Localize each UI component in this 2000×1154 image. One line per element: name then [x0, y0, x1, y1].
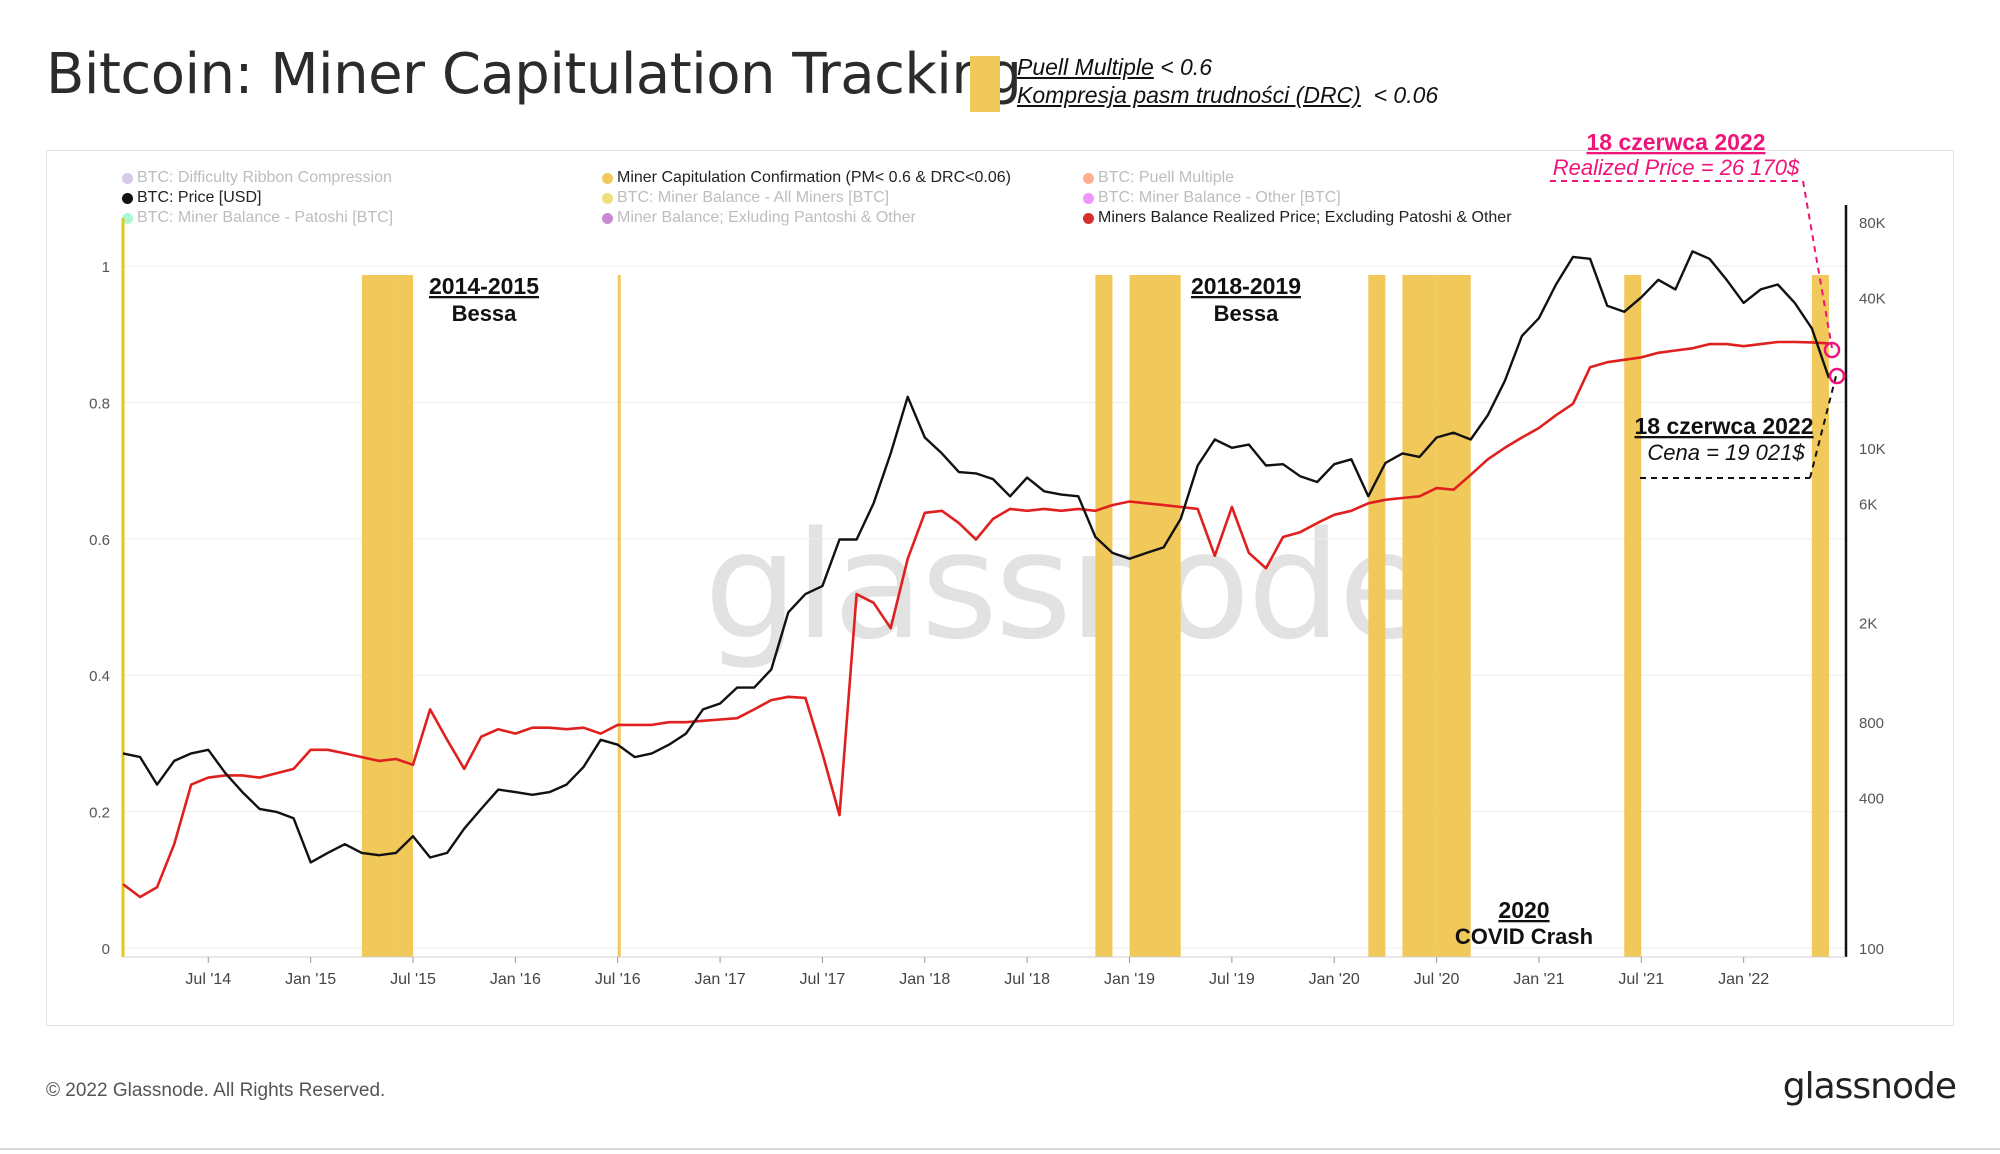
capitulation-band [1436, 275, 1471, 957]
annotation-bear1-year: 2014-2015 [429, 273, 539, 299]
legend-dot-icon [602, 212, 613, 224]
legend-item[interactable]: Miner Balance; Exluding Pantoshi & Other [602, 209, 916, 227]
condition-drc-threshold: < 0.06 [1373, 82, 1439, 108]
legend-item[interactable]: BTC: Miner Balance - Other [BTC] [1083, 189, 1341, 207]
legend-item[interactable]: BTC: Miner Balance - All Miners [BTC] [602, 189, 889, 207]
condition-drc: Kompresja pasm trudności (DRC) < 0.06 [1017, 82, 1438, 109]
capitulation-band [1129, 275, 1181, 957]
legend-label: BTC: Miner Balance - Other [BTC] [1098, 189, 1341, 206]
legend-item[interactable]: BTC: Difficulty Ribbon Compression [122, 169, 392, 187]
y-left-tick-label: 0.8 [89, 395, 110, 412]
capitulation-color-swatch [970, 56, 1000, 112]
x-tick-label: Jan '15 [285, 971, 336, 988]
legend-label: BTC: Miner Balance - All Miners [BTC] [617, 189, 890, 206]
y-right-tick-label: 100 [1859, 941, 1884, 958]
x-tick-label: Jan '17 [695, 971, 746, 988]
capitulation-band [1402, 275, 1420, 957]
capitulation-band [1095, 275, 1113, 957]
y-right-tick-label: 40K [1859, 290, 1886, 307]
x-tick-label: Jan '16 [490, 971, 541, 988]
legend-dot-icon [1083, 172, 1094, 184]
capitulation-band [361, 275, 396, 957]
legend-item[interactable]: Miner Capitulation Confirmation (PM< 0.6… [602, 169, 1011, 187]
x-tick-label: Jul '21 [1618, 971, 1664, 988]
annotation-bear2-year: 2018-2019 [1191, 273, 1301, 299]
annotation-realized-date: 18 czerwca 2022 [1586, 129, 1765, 155]
series-price-line [122, 250, 1831, 864]
legend-dot-icon [1083, 192, 1094, 204]
legend-label: BTC: Puell Multiple [1098, 169, 1235, 186]
footer-copyright: © 2022 Glassnode. All Rights Reserved. [46, 1080, 386, 1101]
x-tick-label: Jul '16 [595, 971, 641, 988]
chart-frame [46, 150, 1954, 1026]
annotation-realized-point [1823, 341, 1841, 359]
legend-dot-icon [122, 212, 133, 224]
annotation-covid-year: 2020 [1498, 897, 1549, 923]
x-tick-label: Jan '20 [1309, 971, 1360, 988]
capitulation-band [1624, 275, 1642, 957]
legend-label: BTC: Miner Balance - Patoshi [BTC] [137, 209, 394, 226]
y-left-tick-label: 0 [102, 941, 110, 958]
capitulation-band [1368, 275, 1386, 957]
annotation-bear2-label: Bessa [1214, 301, 1280, 326]
legend-dot-icon [602, 192, 613, 204]
y-right-tick-label: 800 [1859, 715, 1884, 732]
legend-label: BTC: Difficulty Ribbon Compression [137, 169, 392, 186]
bottom-divider [0, 1148, 2000, 1150]
legend-dot-icon [122, 172, 133, 184]
x-tick-label: Jan '21 [1513, 971, 1564, 988]
capitulation-bands [361, 275, 1829, 957]
capitulation-band [395, 275, 414, 957]
x-tick-label: Jul '19 [1209, 971, 1255, 988]
condition-puell-name: Puell Multiple [1017, 54, 1154, 80]
legend-item[interactable]: Miners Balance Realized Price; Excluding… [1083, 209, 1512, 227]
annotation-realized-value: Realized Price = 26 170$ [1553, 155, 1800, 180]
x-tick-label: Jul '18 [1004, 971, 1050, 988]
y-right-tick-label: 10K [1859, 441, 1886, 458]
legend-label: Miner Capitulation Confirmation (PM< 0.6… [617, 169, 1011, 186]
legend-dot-icon [1083, 212, 1094, 224]
series-realized-price-line [122, 340, 1829, 899]
page-title: Bitcoin: Miner Capitulation Tracking [46, 42, 1022, 107]
annotation-price-point [1828, 367, 1846, 385]
legend-label: BTC: Price [USD] [137, 189, 262, 206]
y-left-tick-label: 0.6 [89, 532, 110, 549]
x-tick-label: Jan '19 [1104, 971, 1155, 988]
tick-labels: 0 0.2 0.4 0.6 0.8 1 100 400 800 2K 6K 10K 40K 80K Jul … [89, 215, 1886, 988]
annotation-price-value: Cena = 19 021$ [1647, 440, 1805, 465]
y-left-tick-label: 1 [102, 259, 110, 276]
axes [121, 205, 1848, 958]
annotation-covid-label: COVID Crash [1455, 924, 1593, 949]
legend-item[interactable]: BTC: Puell Multiple [1083, 169, 1234, 187]
x-tick-label: Jan '18 [899, 971, 950, 988]
y-right-tick-label: 6K [1859, 496, 1877, 513]
footer-logo: glassnode [1782, 1066, 1957, 1107]
x-tick-label: Jan '22 [1718, 971, 1769, 988]
y-left-tick-label: 0.2 [89, 805, 110, 822]
condition-puell: Puell Multiple < 0.6 [1017, 54, 1212, 81]
y-right-tick-label: 400 [1859, 790, 1884, 807]
x-tick-label: Jul '14 [185, 971, 231, 988]
x-tick-label: Jul '15 [390, 971, 436, 988]
capitulation-band [1811, 275, 1829, 957]
annotations: 2014-2015 Bessa 2018-2019 Bessa 2020 COV… [429, 129, 1846, 949]
legend-item[interactable]: BTC: Miner Balance - Patoshi [BTC] [122, 209, 393, 227]
legend-item[interactable]: BTC: Price [USD] [122, 189, 261, 207]
condition-puell-threshold: < 0.6 [1160, 54, 1212, 80]
y-left-tick-label: 0.4 [89, 668, 110, 685]
legend-dot-icon [122, 192, 133, 204]
y-right-tick-label: 2K [1859, 616, 1877, 633]
capitulation-band [1419, 275, 1437, 957]
x-tick-label: Jul '17 [800, 971, 846, 988]
y-right-tick-label: 80K [1859, 215, 1886, 232]
legend-label: Miners Balance Realized Price; Excluding… [1098, 209, 1512, 226]
capitulation-band [617, 275, 621, 957]
legend-dot-icon [602, 172, 613, 184]
x-tick-label: Jul '20 [1414, 971, 1460, 988]
condition-drc-name: Kompresja pasm trudności (DRC) [1017, 82, 1361, 108]
legend-label: Miner Balance; Exluding Pantoshi & Other [617, 209, 916, 226]
annotation-bear1-label: Bessa [452, 301, 518, 326]
annotation-price-date: 18 czerwca 2022 [1634, 413, 1813, 439]
